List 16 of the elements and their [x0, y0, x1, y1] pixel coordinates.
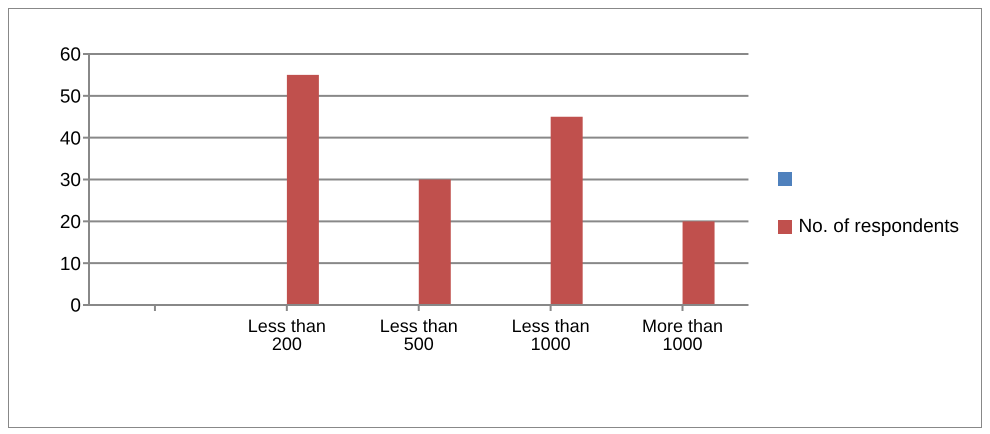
- bar: [418, 180, 451, 305]
- x-tick-label: Less than 500: [380, 316, 458, 354]
- bar: [682, 221, 715, 305]
- x-tick-label: Less than 1000: [512, 316, 590, 354]
- x-tick-label: More than 1000: [642, 316, 724, 354]
- legend-label: No. of respondents: [798, 216, 959, 238]
- y-tick-label: 20: [60, 212, 81, 234]
- y-tick-label: 40: [60, 128, 81, 150]
- y-tick-label: 0: [70, 296, 81, 317]
- bar: [286, 74, 319, 305]
- y-tick-label: 60: [60, 44, 81, 66]
- y-tick-label: 30: [60, 170, 81, 192]
- x-tick-label: Less than 200: [248, 316, 326, 354]
- bar: [550, 116, 583, 305]
- y-tick-label: 50: [60, 86, 81, 108]
- y-tick-label: 10: [60, 254, 81, 275]
